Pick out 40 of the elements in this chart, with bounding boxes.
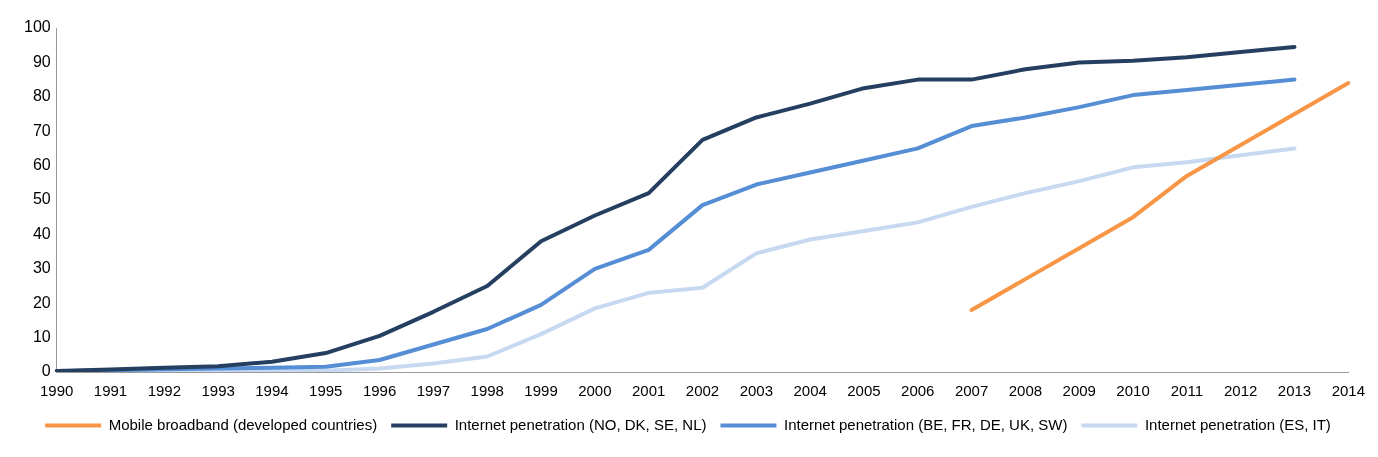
x-tick-label: 2013	[1277, 382, 1312, 400]
x-tick-label: 2014	[1331, 382, 1365, 400]
y-tick-label: 100	[23, 18, 51, 36]
x-tick-label: 1991	[93, 382, 128, 400]
legend-label: Internet penetration (BE, FR, DE, UK, SW)	[783, 415, 1068, 433]
x-tick-label: 1997	[416, 382, 451, 400]
x-tick-label: 2011	[1170, 382, 1203, 400]
x-tick-label: 2001	[632, 382, 666, 400]
x-tick-label: 2004	[793, 382, 827, 400]
x-tick-label: 2012	[1223, 382, 1258, 400]
y-tick-label: 0	[41, 362, 51, 380]
x-tick-label: 1998	[470, 382, 504, 400]
x-tick-label: 2000	[578, 382, 612, 400]
y-tick-label: 30	[32, 259, 51, 277]
y-tick-label: 50	[32, 190, 51, 208]
x-tick-label: 2008	[1008, 382, 1043, 400]
legend-label: Mobile broadband (developed countries)	[108, 415, 378, 433]
y-tick-label: 20	[32, 293, 51, 311]
y-tick-label: 80	[32, 87, 51, 105]
x-tick-label: 1996	[362, 382, 397, 400]
y-tick-label: 60	[32, 156, 51, 174]
x-tick-label: 2005	[847, 382, 881, 400]
x-tick-label: 2010	[1116, 382, 1150, 400]
legend-label: Internet penetration (ES, IT)	[1144, 415, 1331, 433]
x-tick-label: 1993	[201, 382, 235, 400]
x-tick-label: 1999	[524, 382, 558, 400]
legend-label: Internet penetration (NO, DK, SE, NL)	[454, 415, 707, 433]
y-tick-label: 10	[32, 328, 51, 346]
y-tick-label: 70	[32, 121, 51, 139]
x-tick-label: 1994	[255, 382, 289, 400]
x-tick-label: 2007	[954, 382, 989, 400]
y-tick-label: 40	[32, 224, 51, 242]
x-tick-label: 1990	[40, 382, 74, 400]
x-tick-label: 1992	[147, 382, 182, 400]
x-tick-label: 2006	[901, 382, 935, 400]
x-tick-label: 2002	[685, 382, 720, 400]
x-tick-label: 2009	[1062, 382, 1096, 400]
y-tick-label: 90	[32, 52, 51, 70]
x-tick-label: 1995	[309, 382, 343, 400]
x-tick-label: 2003	[739, 382, 774, 400]
